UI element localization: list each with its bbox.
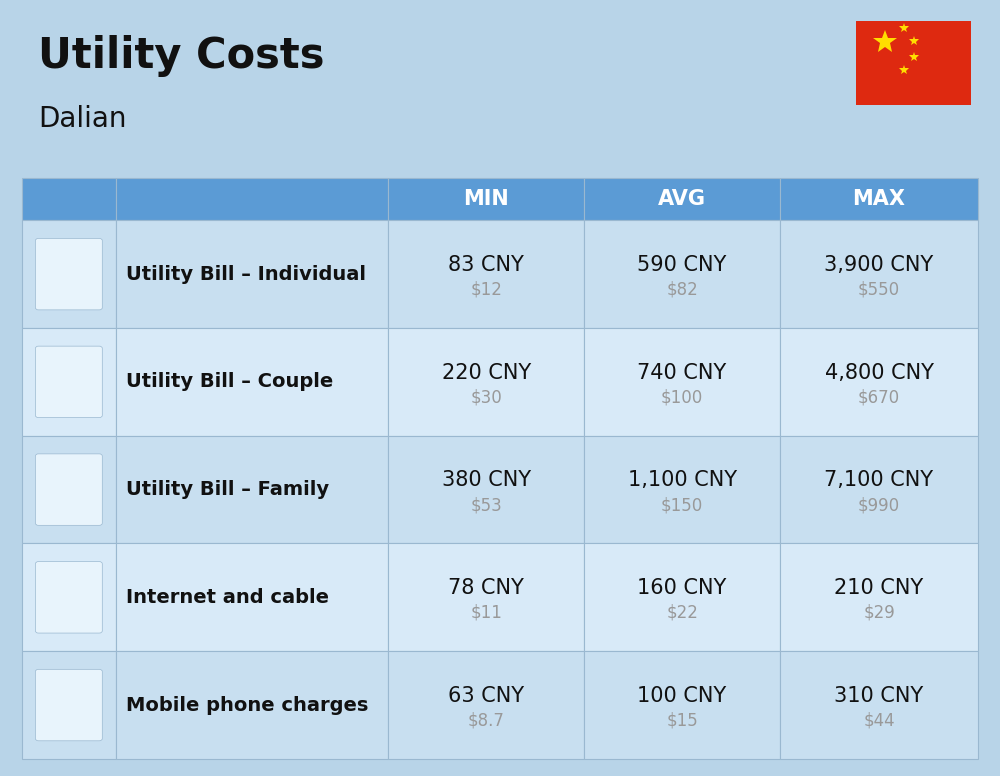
Text: $100: $100 [661,389,703,407]
Circle shape [61,250,65,255]
Text: $11: $11 [470,604,502,622]
Text: $30: $30 [470,389,502,407]
FancyBboxPatch shape [52,675,86,735]
Text: 63 CNY: 63 CNY [448,686,524,706]
Text: 1,100 CNY: 1,100 CNY [628,470,737,490]
Circle shape [53,461,57,466]
Polygon shape [45,249,65,273]
Text: 380 CNY: 380 CNY [442,470,531,490]
Circle shape [42,367,46,372]
Text: 160 CNY: 160 CNY [637,578,727,598]
Circle shape [61,465,65,470]
Circle shape [64,259,69,264]
Circle shape [42,259,46,264]
Circle shape [72,355,83,367]
Text: 4,800 CNY: 4,800 CNY [825,362,934,383]
Text: Mobile phone charges: Mobile phone charges [126,695,368,715]
Circle shape [45,358,49,362]
Polygon shape [50,471,60,483]
Polygon shape [50,363,60,375]
Circle shape [45,376,49,381]
Text: $44: $44 [863,712,895,729]
Circle shape [72,248,83,259]
Circle shape [61,358,65,362]
Circle shape [53,488,57,493]
Text: Dalian: Dalian [38,105,126,133]
Circle shape [64,367,69,372]
Text: $29: $29 [863,604,895,622]
Text: $82: $82 [666,281,698,299]
Circle shape [42,474,46,480]
Circle shape [53,353,57,359]
Circle shape [61,484,65,489]
Text: 740 CNY: 740 CNY [637,362,727,383]
Polygon shape [70,260,84,276]
Text: MIN: MIN [463,189,509,210]
Text: Utility Bill – Couple: Utility Bill – Couple [126,372,333,391]
Circle shape [61,268,65,273]
Polygon shape [50,255,60,268]
Text: $8.7: $8.7 [468,712,505,729]
Circle shape [45,465,49,470]
Text: 220 CNY: 220 CNY [442,362,531,383]
Circle shape [64,474,69,480]
Text: AVG: AVG [658,189,706,210]
Text: 3,900 CNY: 3,900 CNY [824,255,934,275]
Text: 7,100 CNY: 7,100 CNY [824,470,934,490]
Polygon shape [45,465,65,489]
Text: $150: $150 [661,496,703,514]
Circle shape [45,250,49,255]
Text: 210 CNY: 210 CNY [834,578,924,598]
Text: $12: $12 [470,281,502,299]
Text: 100 CNY: 100 CNY [637,686,727,706]
Text: $550: $550 [858,281,900,299]
Polygon shape [70,476,84,492]
Text: $53: $53 [470,496,502,514]
Polygon shape [47,598,91,615]
Circle shape [53,380,57,385]
Text: $22: $22 [666,604,698,622]
Circle shape [61,376,65,381]
Text: Utility Costs: Utility Costs [38,35,324,77]
Circle shape [53,272,57,277]
Text: Utility Bill – Family: Utility Bill – Family [126,480,329,499]
Polygon shape [45,357,65,381]
Text: 83 CNY: 83 CNY [448,255,524,275]
Circle shape [72,462,83,474]
Polygon shape [70,368,84,384]
Text: $670: $670 [858,389,900,407]
Text: 590 CNY: 590 CNY [637,255,727,275]
Text: MAX: MAX [853,189,906,210]
Text: Utility Bill – Individual: Utility Bill – Individual [126,265,366,284]
Circle shape [45,268,49,273]
Circle shape [53,246,57,251]
Text: Internet and cable: Internet and cable [126,588,329,607]
Text: 310 CNY: 310 CNY [834,686,924,706]
Bar [57,687,81,726]
Text: 78 CNY: 78 CNY [448,578,524,598]
Circle shape [45,484,49,489]
Text: $990: $990 [858,496,900,514]
Text: $15: $15 [666,712,698,729]
